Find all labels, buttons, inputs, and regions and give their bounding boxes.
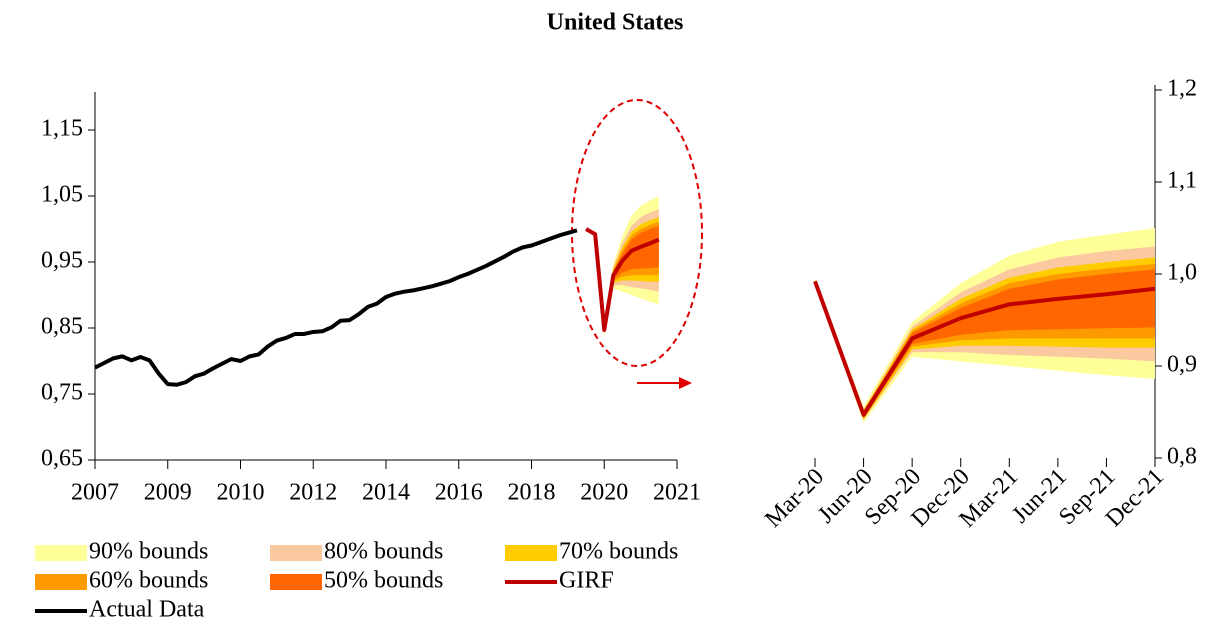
x-tick-label: 2009 (144, 480, 192, 506)
y-tick-label: 1,2 (1167, 76, 1197, 102)
legend-label: 70% bounds (559, 539, 678, 565)
y-tick-label: 0,65 (41, 446, 83, 472)
legend-label: 90% bounds (89, 539, 208, 565)
y-tick-label: 1,05 (41, 182, 83, 208)
y-tick-label: 0,85 (41, 314, 83, 340)
x-tick-label: 2021 (653, 480, 701, 506)
line (94, 228, 578, 387)
legend-swatch (35, 574, 87, 590)
y-tick-label: 0,95 (41, 248, 83, 274)
y-tick-label: 0,8 (1167, 444, 1197, 470)
x-tick-label: 2018 (508, 480, 556, 506)
line (585, 227, 660, 332)
y-tick-label: 1,1 (1167, 168, 1197, 194)
x-tick-label: 2012 (289, 480, 337, 506)
x-tick-label: 2007 (71, 480, 119, 506)
band (595, 225, 659, 332)
legend-swatch (505, 545, 557, 561)
x-tick-label: 2020 (580, 480, 628, 506)
legend-label: Actual Data (89, 597, 205, 623)
legend-swatch (35, 545, 87, 561)
y-tick-label: 1,15 (41, 116, 83, 142)
x-tick-label: 2014 (362, 480, 410, 506)
line (813, 280, 1156, 417)
y-tick-label: 0,9 (1167, 352, 1197, 378)
arrow-head (679, 377, 692, 389)
y-tick-label: 0,75 (41, 380, 83, 406)
chart-title: United States (547, 10, 684, 36)
legend-label: 50% bounds (324, 568, 443, 594)
legend-swatch (270, 574, 322, 590)
band (815, 269, 1155, 418)
x-tick-label: 2016 (435, 480, 483, 506)
legend-label: 80% bounds (324, 539, 443, 565)
x-tick-label: Mar-20 (760, 464, 829, 533)
legend-label: 60% bounds (89, 568, 208, 594)
x-tick-label: 2010 (217, 480, 265, 506)
y-tick-label: 1,0 (1167, 260, 1197, 286)
legend-label: GIRF (559, 568, 614, 594)
legend-swatch (270, 545, 322, 561)
